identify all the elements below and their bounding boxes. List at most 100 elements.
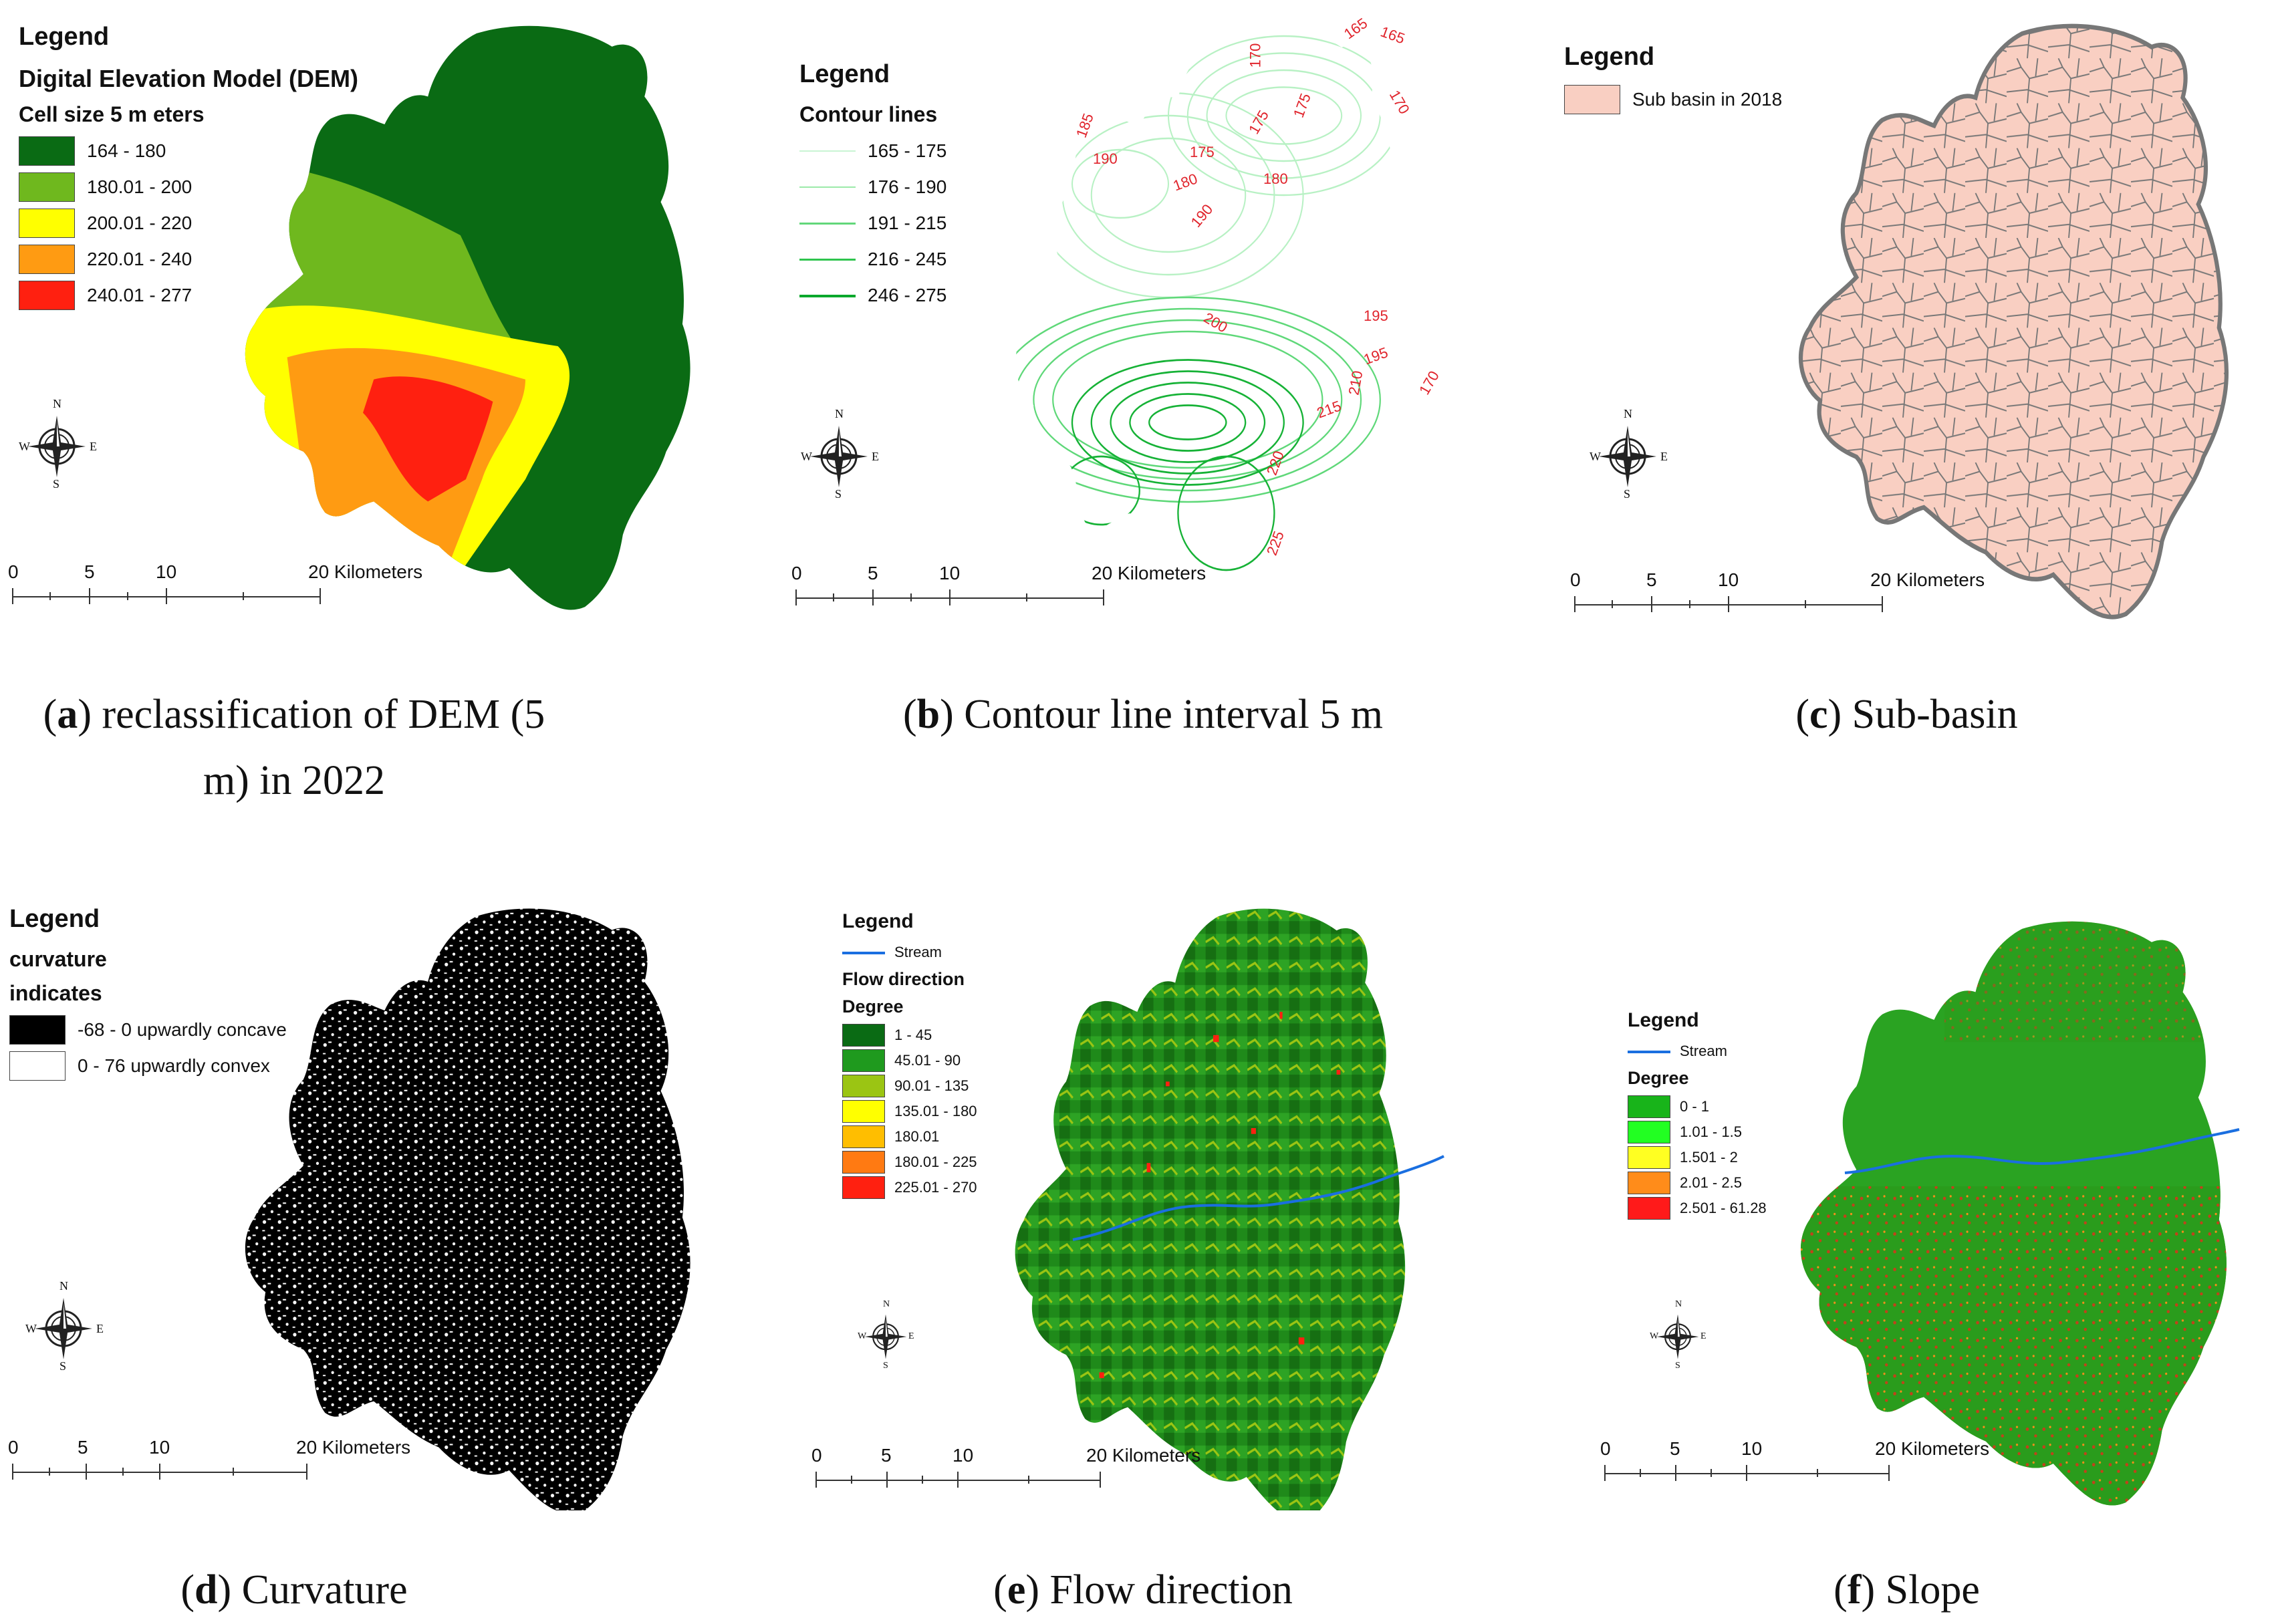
legend-item-stream: Stream — [1628, 1041, 1767, 1061]
legend-item: -68 - 0 upwardly concave — [9, 1015, 287, 1045]
legend-swatch — [1628, 1146, 1670, 1169]
legend-item: 135.01 - 180 — [842, 1100, 977, 1123]
legend-title: Legend — [1564, 43, 1655, 71]
legend-item: 200.01 - 220 — [19, 209, 358, 238]
contour-label: 170 — [1247, 43, 1264, 68]
legend-swatch — [19, 172, 75, 202]
legend-item: 1 - 45 — [842, 1024, 977, 1047]
legend-item: 90.01 - 135 — [842, 1075, 977, 1097]
north-arrow-icon: N S W E — [1590, 407, 1668, 501]
legend-subtitle: Degree — [1628, 1068, 1689, 1088]
scale-bar: 0 5 10 20 Kilometers — [791, 563, 1206, 610]
legend-title: Legend — [9, 905, 100, 933]
flow-direction-map — [1015, 908, 1444, 1510]
legend-item: 1.501 - 2 — [1628, 1146, 1767, 1169]
legend-item: 180.01 - 200 — [19, 172, 358, 202]
legend-item: 246 - 275 — [799, 281, 946, 310]
north-arrow-icon: N S W E — [801, 407, 879, 501]
north-arrow-icon: N S W E — [858, 1299, 914, 1371]
legend-swatch — [842, 1176, 885, 1199]
legend-item: 216 - 245 — [799, 245, 946, 274]
legend-item: 191 - 215 — [799, 209, 946, 238]
legend-subtitle-2: Cell size 5 m eters — [19, 102, 205, 126]
legend-item-stream: Stream — [842, 942, 977, 962]
stream-line — [1072, 1155, 1444, 1241]
contour-label: 180 — [1263, 170, 1288, 187]
legend-b: Legend Contour lines 165 - 175 176 - 190… — [799, 60, 946, 317]
contour-label: 195 — [1364, 307, 1388, 324]
legend-title: Legend — [799, 60, 890, 88]
caption-e: (e) Flow direction — [993, 1567, 1293, 1613]
legend-c: Legend Sub basin in 2018 — [1564, 43, 1782, 121]
legend-item: 225.01 - 270 — [842, 1176, 977, 1199]
legend-swatch — [19, 136, 75, 166]
caption-f: (f) Slope — [1834, 1567, 1980, 1613]
legend-subtitle-2: Degree — [842, 996, 904, 1017]
legend-item: 240.01 - 277 — [19, 281, 358, 310]
legend-swatch — [19, 209, 75, 238]
legend-item: 45.01 - 90 — [842, 1049, 977, 1072]
legend-title: Legend — [1628, 1009, 1699, 1031]
stream-line — [1844, 1128, 2240, 1174]
scale-bar: 0 5 10 20 Kilometers — [8, 1437, 410, 1484]
legend-d: Legend curvature indicates -68 - 0 upwar… — [9, 905, 287, 1087]
legend-item: 220.01 - 240 — [19, 245, 358, 274]
legend-swatch — [799, 281, 856, 310]
legend-f: Legend Stream Degree 0 - 1 1.01 - 1.5 1.… — [1628, 1009, 1767, 1222]
legend-item: 1.01 - 1.5 — [1628, 1121, 1767, 1143]
legend-swatch — [9, 1051, 66, 1081]
north-arrow-icon: N S W E — [19, 397, 97, 491]
legend-swatch — [842, 942, 885, 962]
scale-bar: 0 5 10 20 Kilometers — [811, 1445, 1200, 1492]
legend-item: 2.01 - 2.5 — [1628, 1172, 1767, 1194]
legend-subtitle: Contour lines — [799, 102, 938, 126]
legend-item: 176 - 190 — [799, 172, 946, 202]
legend-subtitle: Digital Elevation Model (DEM) — [19, 65, 359, 92]
legend-item: 165 - 175 — [799, 136, 946, 166]
scale-bar: 0 5 10 20 Kilometers — [1570, 569, 1985, 616]
contour-label: 175 — [1190, 144, 1215, 160]
legend-subtitle: curvature — [9, 947, 107, 971]
legend-title: Legend — [19, 23, 110, 51]
caption-a: (a) reclassification of DEM (5 m) in 202… — [43, 692, 545, 804]
legend-item: 0 - 76 upwardly convex — [9, 1051, 287, 1081]
contour-label: 190 — [1093, 150, 1118, 167]
legend-swatch — [799, 136, 856, 166]
legend-subtitle-2: indicates — [9, 981, 102, 1005]
legend-swatch — [842, 1024, 885, 1047]
scale-bar: 0 5 10 20 Kilometers — [1600, 1438, 1989, 1485]
panel-b: 165 165 170 170 175 175 180 180 185 190 … — [775, 0, 1511, 642]
legend-swatch — [1628, 1041, 1670, 1061]
legend-swatch — [799, 245, 856, 274]
legend-swatch — [799, 209, 856, 238]
legend-swatch — [1628, 1095, 1670, 1118]
legend-swatch — [1628, 1121, 1670, 1143]
legend-a: Legend Digital Elevation Model (DEM) Cel… — [19, 23, 358, 317]
panel-a: Legend Digital Elevation Model (DEM) Cel… — [0, 0, 755, 822]
legend-item: 2.501 - 61.28 — [1628, 1197, 1767, 1220]
panel-c: Legend Sub basin in 2018 N S W E 0 5 10 … — [1537, 0, 2276, 642]
dem-map — [245, 25, 690, 610]
legend-item: 0 - 1 — [1628, 1095, 1767, 1118]
legend-swatch — [1564, 85, 1620, 114]
legend-item: Sub basin in 2018 — [1564, 85, 1782, 114]
caption-d: (d) Curvature — [180, 1567, 408, 1613]
legend-item: 164 - 180 — [19, 136, 358, 166]
north-arrow-icon: N S W E — [1650, 1299, 1706, 1371]
legend-swatch — [1628, 1172, 1670, 1194]
legend-subtitle: Flow direction — [842, 969, 965, 989]
legend-swatch — [842, 1100, 885, 1123]
slope-map — [1800, 921, 2240, 1506]
legend-swatch — [19, 281, 75, 310]
legend-swatch — [1628, 1197, 1670, 1220]
legend-swatch — [842, 1075, 885, 1097]
legend-item: 180.01 - 225 — [842, 1151, 977, 1174]
legend-swatch — [9, 1015, 66, 1045]
caption-c: (c) Sub-basin — [1795, 692, 2018, 737]
panel-e: Legend Stream Flow direction Degree 1 - … — [775, 869, 1511, 1510]
legend-swatch — [842, 1151, 885, 1174]
scale-bar: 0 5 10 20 Kilometers — [8, 561, 422, 608]
legend-swatch — [842, 1125, 885, 1148]
legend-e: Legend Stream Flow direction Degree 1 - … — [842, 910, 977, 1202]
legend-item: 180.01 — [842, 1125, 977, 1148]
